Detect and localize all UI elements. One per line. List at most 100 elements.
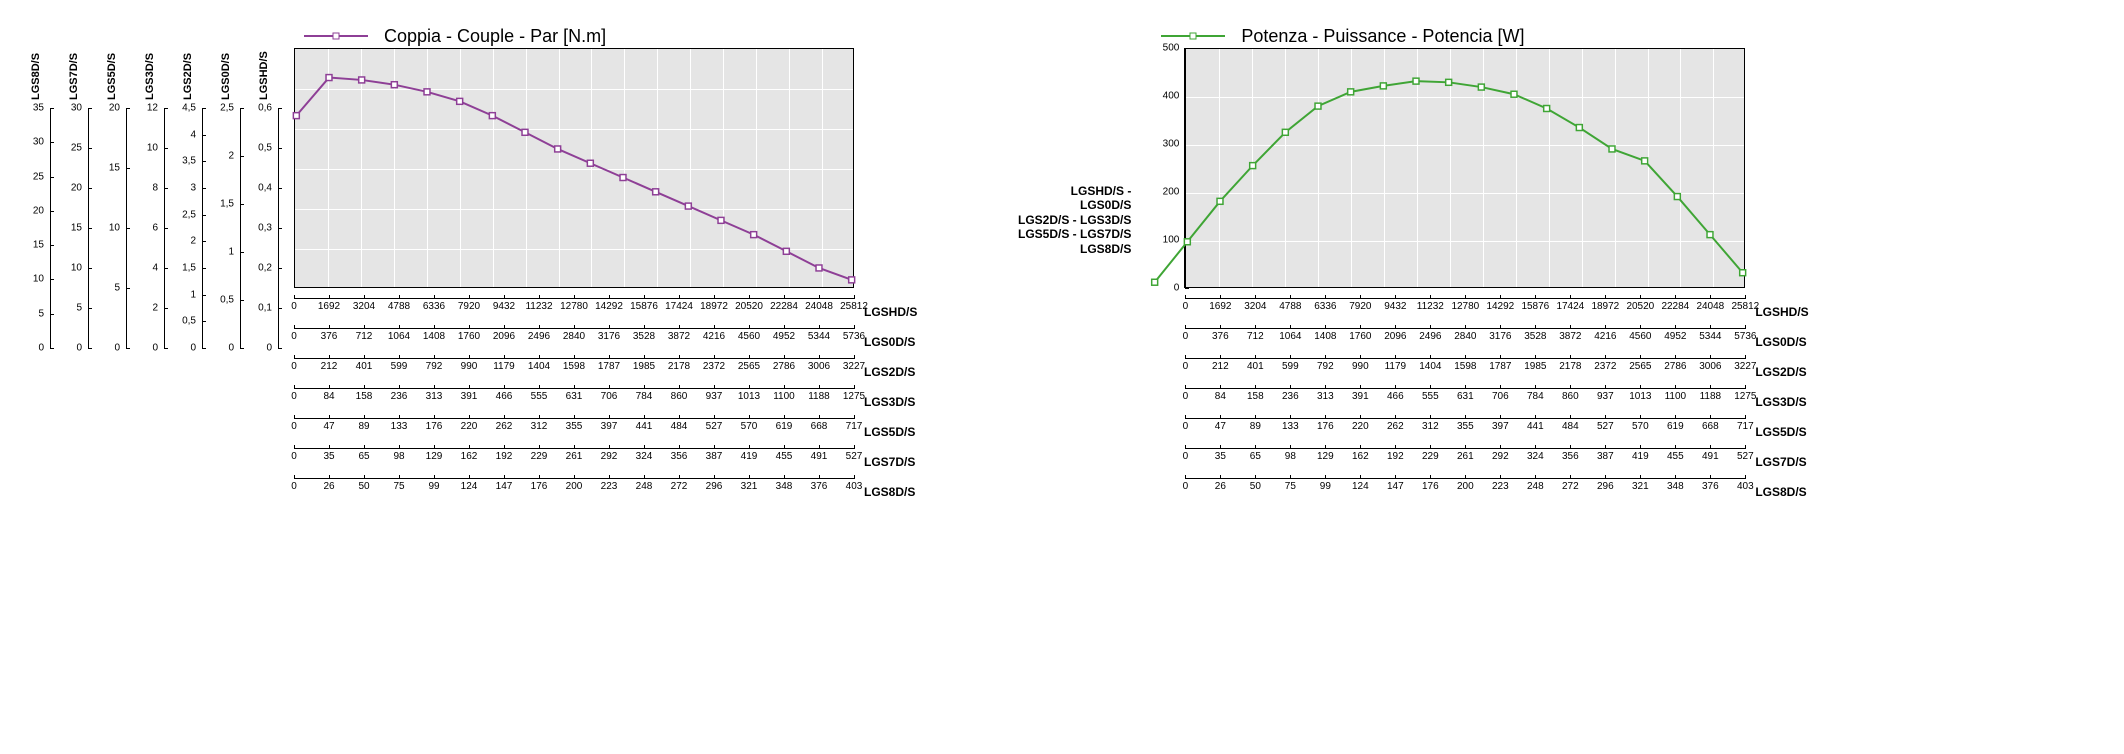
xtick-label: 860	[671, 391, 688, 402]
xaxis-label: LGS8D/S	[864, 485, 915, 499]
xtick-label: 4560	[1629, 331, 1651, 342]
ytick-label: 25	[33, 171, 44, 182]
xtick-label: 0	[1183, 391, 1189, 402]
ytick-label: 20	[33, 205, 44, 216]
xtick-label: 26	[1215, 481, 1226, 492]
xtick-label: 3204	[1244, 301, 1266, 312]
xtick-label: 5736	[1734, 331, 1756, 342]
xtick-label: 3528	[1524, 331, 1546, 342]
xtick-label: 1179	[493, 361, 515, 372]
xtick-label: 158	[1247, 391, 1264, 402]
xaxis-label: LGS3D/S	[1755, 395, 1806, 409]
xtick-label: 1760	[458, 331, 480, 342]
xtick-label: 313	[426, 391, 443, 402]
xtick-label: 292	[1492, 451, 1509, 462]
xtick-label: 2786	[1664, 361, 1686, 372]
ytick-label: 0	[190, 343, 196, 354]
xaxis-label: LGS8D/S	[1755, 485, 1806, 499]
xaxis-LGSHD/S: 0169232044788633679209432112321278014292…	[1185, 298, 1808, 326]
xtick-label: 1404	[1419, 361, 1441, 372]
xtick-label: 220	[461, 421, 478, 432]
xtick-label: 192	[496, 451, 513, 462]
xtick-label: 387	[1597, 451, 1614, 462]
xtick-label: 24048	[805, 301, 833, 312]
xtick-label: 4952	[1664, 331, 1686, 342]
ytick-label: 4,5	[182, 103, 196, 114]
xtick-label: 7920	[458, 301, 480, 312]
xtick-label: 0	[1183, 481, 1189, 492]
xtick-label: 527	[1737, 451, 1754, 462]
xtick-label: 124	[1352, 481, 1369, 492]
series-label: LGS5D/S - LGS7D/S	[1017, 227, 1131, 241]
ytick-label: 10	[147, 143, 158, 154]
xtick-label: 527	[846, 451, 863, 462]
xaxis-label: LGS0D/S	[864, 335, 915, 349]
xtick-label: 4560	[738, 331, 760, 342]
ytick-label: 10	[109, 223, 120, 234]
ytick-label: 5	[38, 308, 44, 319]
ytick-label: 25	[71, 143, 82, 154]
xtick-label: 376	[1702, 481, 1719, 492]
xtick-label: 262	[1387, 421, 1404, 432]
xtick-label: 455	[776, 451, 793, 462]
ytick-label: 20	[109, 103, 120, 114]
xtick-label: 162	[1352, 451, 1369, 462]
xtick-label: 0	[291, 331, 297, 342]
xtick-label: 706	[1492, 391, 1509, 402]
xaxis-label: LGS2D/S	[864, 365, 915, 379]
ytick-label: 0	[1174, 283, 1180, 294]
xtick-label: 2496	[528, 331, 550, 342]
xaxis-LGS8D/S: 0265075991241471762002232482722963213483…	[294, 478, 917, 506]
xtick-label: 200	[566, 481, 583, 492]
xtick-label: 262	[496, 421, 513, 432]
xtick-label: 2372	[703, 361, 725, 372]
series-label: LGS2D/S - LGS3D/S	[1017, 213, 1131, 227]
xaxis-label: LGS3D/S	[864, 395, 915, 409]
xtick-label: 527	[706, 421, 723, 432]
xtick-label: 6336	[1314, 301, 1336, 312]
xtick-label: 1787	[598, 361, 620, 372]
xtick-label: 441	[636, 421, 653, 432]
torque-legend-swatch	[304, 35, 368, 37]
ytick-label: 12	[147, 103, 158, 114]
ytick-label: 0	[228, 343, 234, 354]
power-chart-title: Potenza - Puissance - Potencia [W]	[1241, 26, 1524, 47]
torque-series	[295, 49, 853, 287]
xtick-label: 403	[846, 481, 863, 492]
ytick-label: 15	[71, 223, 82, 234]
xtick-label: 26	[323, 481, 334, 492]
xaxis-label: LGSHD/S	[864, 305, 917, 319]
ytick-label: 400	[1163, 91, 1180, 102]
xtick-label: 18972	[700, 301, 728, 312]
xtick-label: 133	[1282, 421, 1299, 432]
torque-yaxes: LGS8D/S05101520253035LGS7D/S051015202530…	[20, 20, 280, 348]
xtick-label: 1408	[1314, 331, 1336, 342]
xtick-label: 212	[1212, 361, 1229, 372]
xtick-label: 324	[636, 451, 653, 462]
ytick-label: 500	[1163, 43, 1180, 54]
torque-plot-area	[294, 48, 854, 288]
xtick-label: 356	[671, 451, 688, 462]
power-legend-swatch	[1161, 35, 1225, 37]
xtick-label: 212	[321, 361, 338, 372]
xtick-label: 356	[1562, 451, 1579, 462]
xtick-label: 261	[566, 451, 583, 462]
xtick-label: 229	[1422, 451, 1439, 462]
ytick-label: 3,5	[182, 156, 196, 167]
xtick-label: 0	[1183, 331, 1189, 342]
xtick-label: 1013	[738, 391, 760, 402]
xtick-label: 491	[1702, 451, 1719, 462]
xtick-label: 192	[1387, 451, 1404, 462]
xtick-label: 50	[358, 481, 369, 492]
xtick-label: 84	[1215, 391, 1226, 402]
xaxis-LGS2D/S: 0212401599792990117914041598178719852178…	[1185, 358, 1808, 386]
xtick-label: 158	[356, 391, 373, 402]
xtick-label: 124	[461, 481, 478, 492]
xtick-label: 419	[741, 451, 758, 462]
ytick-label: 2	[152, 303, 158, 314]
xtick-label: 397	[1492, 421, 1509, 432]
xtick-label: 2840	[1454, 331, 1476, 342]
xaxis-LGS5D/S: 0478913317622026231235539744148452757061…	[1185, 418, 1808, 446]
xtick-label: 89	[358, 421, 369, 432]
ytick-label: 4	[190, 129, 196, 140]
